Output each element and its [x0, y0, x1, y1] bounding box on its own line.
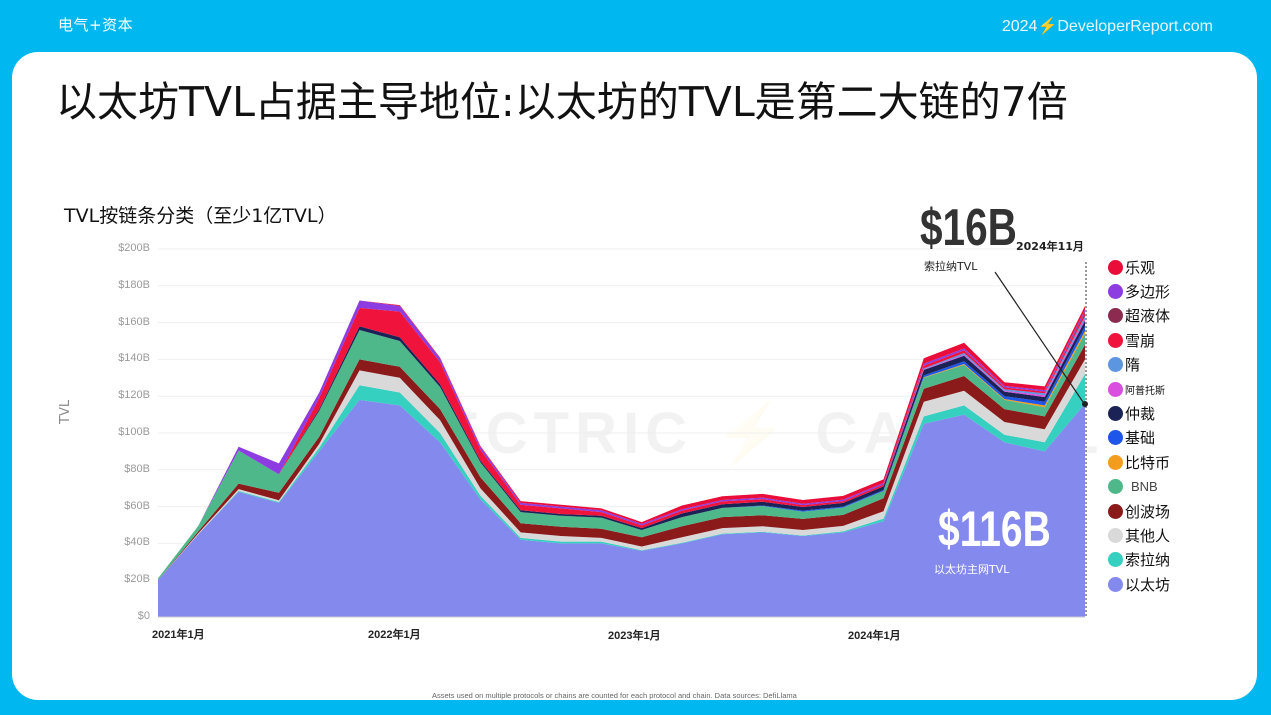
legend-item: 隋 — [1108, 353, 1198, 377]
y-tick-label: $200B — [118, 242, 150, 254]
ethereum-value-annotation: $116B — [938, 501, 1051, 557]
slide-title: 以太坊TVL占据主导地位:以太坊的TVL是第二大链的7倍 — [56, 78, 1068, 126]
legend-dot-icon — [1108, 552, 1123, 568]
legend-label: 以太坊 — [1125, 575, 1171, 594]
legend-label: 乐观 — [1125, 258, 1156, 277]
solana-label-annotation: 索拉纳TVL — [924, 260, 978, 273]
solana-value-annotation: $16B — [920, 199, 1017, 257]
legend-item: 雪崩 — [1108, 328, 1198, 352]
legend-item: 索拉纳 — [1108, 548, 1198, 572]
legend-label: 索拉纳 — [1125, 551, 1171, 570]
area-series — [158, 330, 1085, 581]
legend-label: 多边形 — [1125, 283, 1171, 302]
y-tick-label: $160B — [118, 315, 150, 328]
legend-label: 阿普托斯 — [1125, 385, 1165, 397]
legend-label: 雪崩 — [1125, 331, 1156, 350]
y-tick-label: $60B — [124, 499, 150, 512]
legend-dot-icon — [1108, 527, 1123, 543]
legend-item: 其他人 — [1108, 523, 1198, 547]
area-series — [158, 374, 1085, 581]
annotation-dot — [1082, 401, 1088, 407]
legend-label: 创波场 — [1125, 502, 1171, 521]
y-tick-label: $20B — [124, 573, 150, 586]
legend-item: 阿普托斯 — [1108, 377, 1198, 401]
legend-item: BNB — [1108, 475, 1198, 499]
legend-item: 超液体 — [1108, 304, 1198, 328]
legend-item: 多边形 — [1108, 279, 1198, 303]
legend-dot-icon — [1108, 454, 1123, 470]
date-annotation: 2024年11月 — [1016, 240, 1084, 253]
legend-label: 仲裁 — [1125, 405, 1156, 424]
legend-dot-icon — [1108, 357, 1123, 373]
legend-dot-icon — [1108, 576, 1123, 592]
y-tick-label: $180B — [118, 278, 150, 291]
legend-dot-icon — [1108, 259, 1123, 275]
brand-label: 电气+资本 — [58, 16, 134, 34]
legend-dot-icon — [1108, 479, 1123, 495]
x-tick-label: 2024年1月 — [848, 630, 901, 642]
legend-label: 超液体 — [1125, 307, 1171, 326]
legend-dot-icon — [1108, 381, 1123, 397]
y-tick-label: $120B — [118, 389, 150, 402]
legend-dot-icon — [1108, 284, 1123, 300]
legend-label: BNB — [1131, 479, 1158, 495]
legend-dot-icon — [1108, 332, 1123, 348]
x-tick-label: 2022年1月 — [368, 629, 421, 641]
chart-legend: 乐观多边形超液体雪崩隋阿普托斯仲裁基础比特币 BNB 创波场其他人索拉纳以太坊 — [1108, 255, 1198, 596]
legend-item: 创波场 — [1108, 499, 1198, 523]
ethereum-label-annotation: 以太坊主网TVL — [934, 563, 1010, 576]
legend-item: 基础 — [1108, 426, 1198, 450]
legend-item: 仲裁 — [1108, 401, 1198, 425]
footnote: Assets used on multiple protocols or cha… — [432, 691, 797, 700]
area-series — [158, 399, 1085, 617]
legend-label: 比特币 — [1125, 453, 1171, 472]
legend-dot-icon — [1108, 430, 1123, 446]
legend-label: 隋 — [1125, 356, 1141, 375]
legend-dot-icon — [1108, 503, 1123, 519]
area-series — [158, 344, 1085, 581]
x-tick-label: 2023年1月 — [608, 630, 661, 642]
legend-dot-icon — [1108, 406, 1123, 422]
legend-dot-icon — [1108, 308, 1123, 324]
legend-item: 乐观 — [1108, 255, 1198, 279]
legend-item: 比特币 — [1108, 450, 1198, 474]
y-tick-label: $40B — [124, 536, 150, 549]
annotation-leader-line — [994, 271, 1084, 403]
chart-title: TVL按链条分类（至少1亿TVL） — [64, 205, 337, 227]
legend-item: 以太坊 — [1108, 572, 1198, 596]
y-tick-label: $0 — [137, 610, 150, 622]
y-tick-label: $100B — [118, 426, 150, 438]
site-url[interactable]: 2024⚡DeveloperReport.com — [1001, 18, 1213, 35]
y-tick-label: $80B — [124, 462, 150, 475]
legend-label: 基础 — [1125, 429, 1156, 448]
legend-label: 其他人 — [1125, 526, 1171, 545]
y-tick-label: $140B — [118, 352, 150, 365]
area-series — [158, 359, 1085, 581]
x-tick-label: 2021年1月 — [152, 629, 205, 641]
